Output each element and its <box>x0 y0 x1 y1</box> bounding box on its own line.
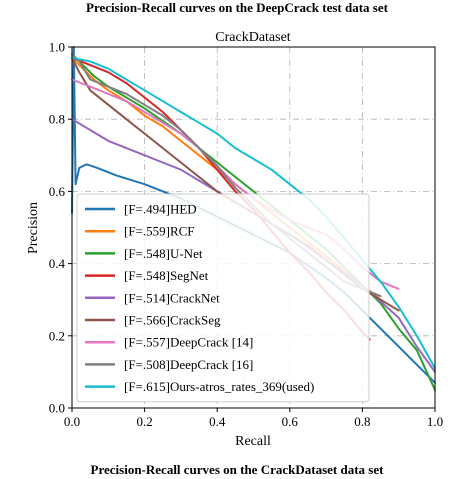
x-tick-label: 0.2 <box>136 414 152 429</box>
y-axis-label: Precision <box>26 202 41 254</box>
legend-box <box>76 193 370 403</box>
y-tick-label: 0.2 <box>49 328 65 343</box>
x-tick-label: 0.4 <box>209 414 226 429</box>
legend-label: [F=.557]DeepCrack [14] <box>124 335 253 350</box>
y-tick-label: 1.0 <box>49 40 65 55</box>
legend-label: [F=.548]SegNet <box>124 268 209 283</box>
legend-label: [F=.548]U-Net <box>124 246 203 261</box>
axis-ticks: 0.0 0.2 0.4 0.6 0.8 1.0 0.0 0.2 0.4 0.6 0.8 1.0 <box>49 40 443 430</box>
x-tick-label: 1.0 <box>427 414 443 429</box>
x-tick-label: 0.8 <box>354 414 370 429</box>
series-line <box>71 53 436 391</box>
y-tick-label: 0.0 <box>49 401 65 416</box>
x-axis-label: Recall <box>235 434 271 449</box>
series-line <box>71 56 436 370</box>
figure-caption-bottom: Precision-Recall curves on the CrackData… <box>90 462 384 477</box>
legend-label: [F=.514]CrackNet <box>124 290 220 305</box>
y-tick-label: 0.4 <box>49 256 66 271</box>
y-tick-label: 0.8 <box>49 112 65 127</box>
legend: [F=.494]HED [F=.559]RCF [F=.548]U-Net [F=.5… <box>76 193 370 403</box>
plot-frame <box>71 46 436 409</box>
legend-label: [F=.566]CrackSeg <box>124 313 221 328</box>
legend-label: [F=.559]RCF <box>124 224 195 239</box>
legend-label: [F=.615]Ours-atros_rates_369(used) <box>124 379 314 394</box>
legend-label: [F=.494]HED <box>124 202 197 217</box>
x-tick-label: 0.6 <box>282 414 299 429</box>
chart-title: CrackDataset <box>215 30 291 45</box>
pr-curve-chart: CrackDataset 0.0 0.2 0.4 0.6 0.8 1.0 0.0 0.2 0.4… <box>26 30 443 449</box>
legend-label: [F=.508]DeepCrack [16] <box>124 357 253 372</box>
x-tick-label: 0.0 <box>64 414 80 429</box>
figure-caption-top: Precision-Recall curves on the DeepCrack… <box>86 0 388 15</box>
y-tick-label: 0.6 <box>49 184 66 199</box>
